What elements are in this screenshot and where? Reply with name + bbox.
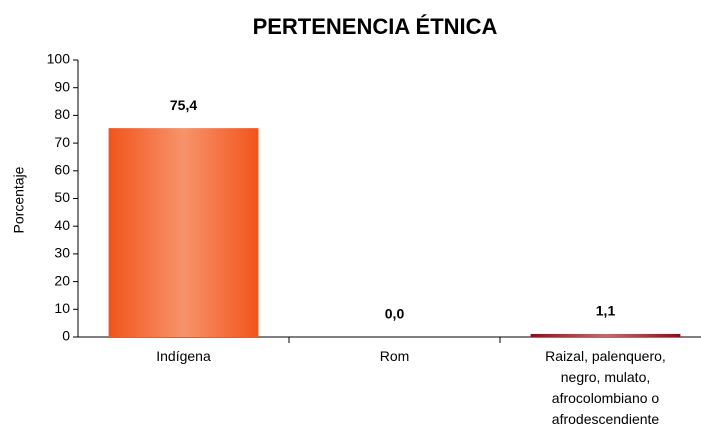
- y-axis-label: Porcentaje: [11, 166, 27, 233]
- y-tick-label: 50: [54, 189, 70, 205]
- y-tick-label: 40: [54, 217, 70, 233]
- value-label: 0,0: [385, 306, 405, 322]
- y-tick-label: 100: [47, 51, 71, 67]
- y-tick-label: 20: [54, 272, 70, 288]
- y-tick-label: 70: [54, 134, 70, 150]
- y-tick-label: 60: [54, 162, 70, 178]
- chart-title: PERTENENCIA ÉTNICA: [253, 14, 498, 39]
- bar: [108, 128, 259, 337]
- value-label: 1,1: [596, 303, 616, 319]
- y-tick-label: 10: [54, 300, 70, 316]
- x-tick-label: Raizal, palenquero, negro, mulato, afroc…: [545, 348, 666, 427]
- y-tick-label: 30: [54, 245, 70, 261]
- y-tick-label: 80: [54, 106, 70, 122]
- bar: [530, 333, 681, 337]
- value-label: 75,4: [170, 97, 197, 113]
- x-tick-label: Indígena: [156, 348, 211, 364]
- y-tick-label: 90: [54, 78, 70, 94]
- y-tick-label: 0: [62, 328, 70, 344]
- x-tick-label: Rom: [379, 348, 410, 364]
